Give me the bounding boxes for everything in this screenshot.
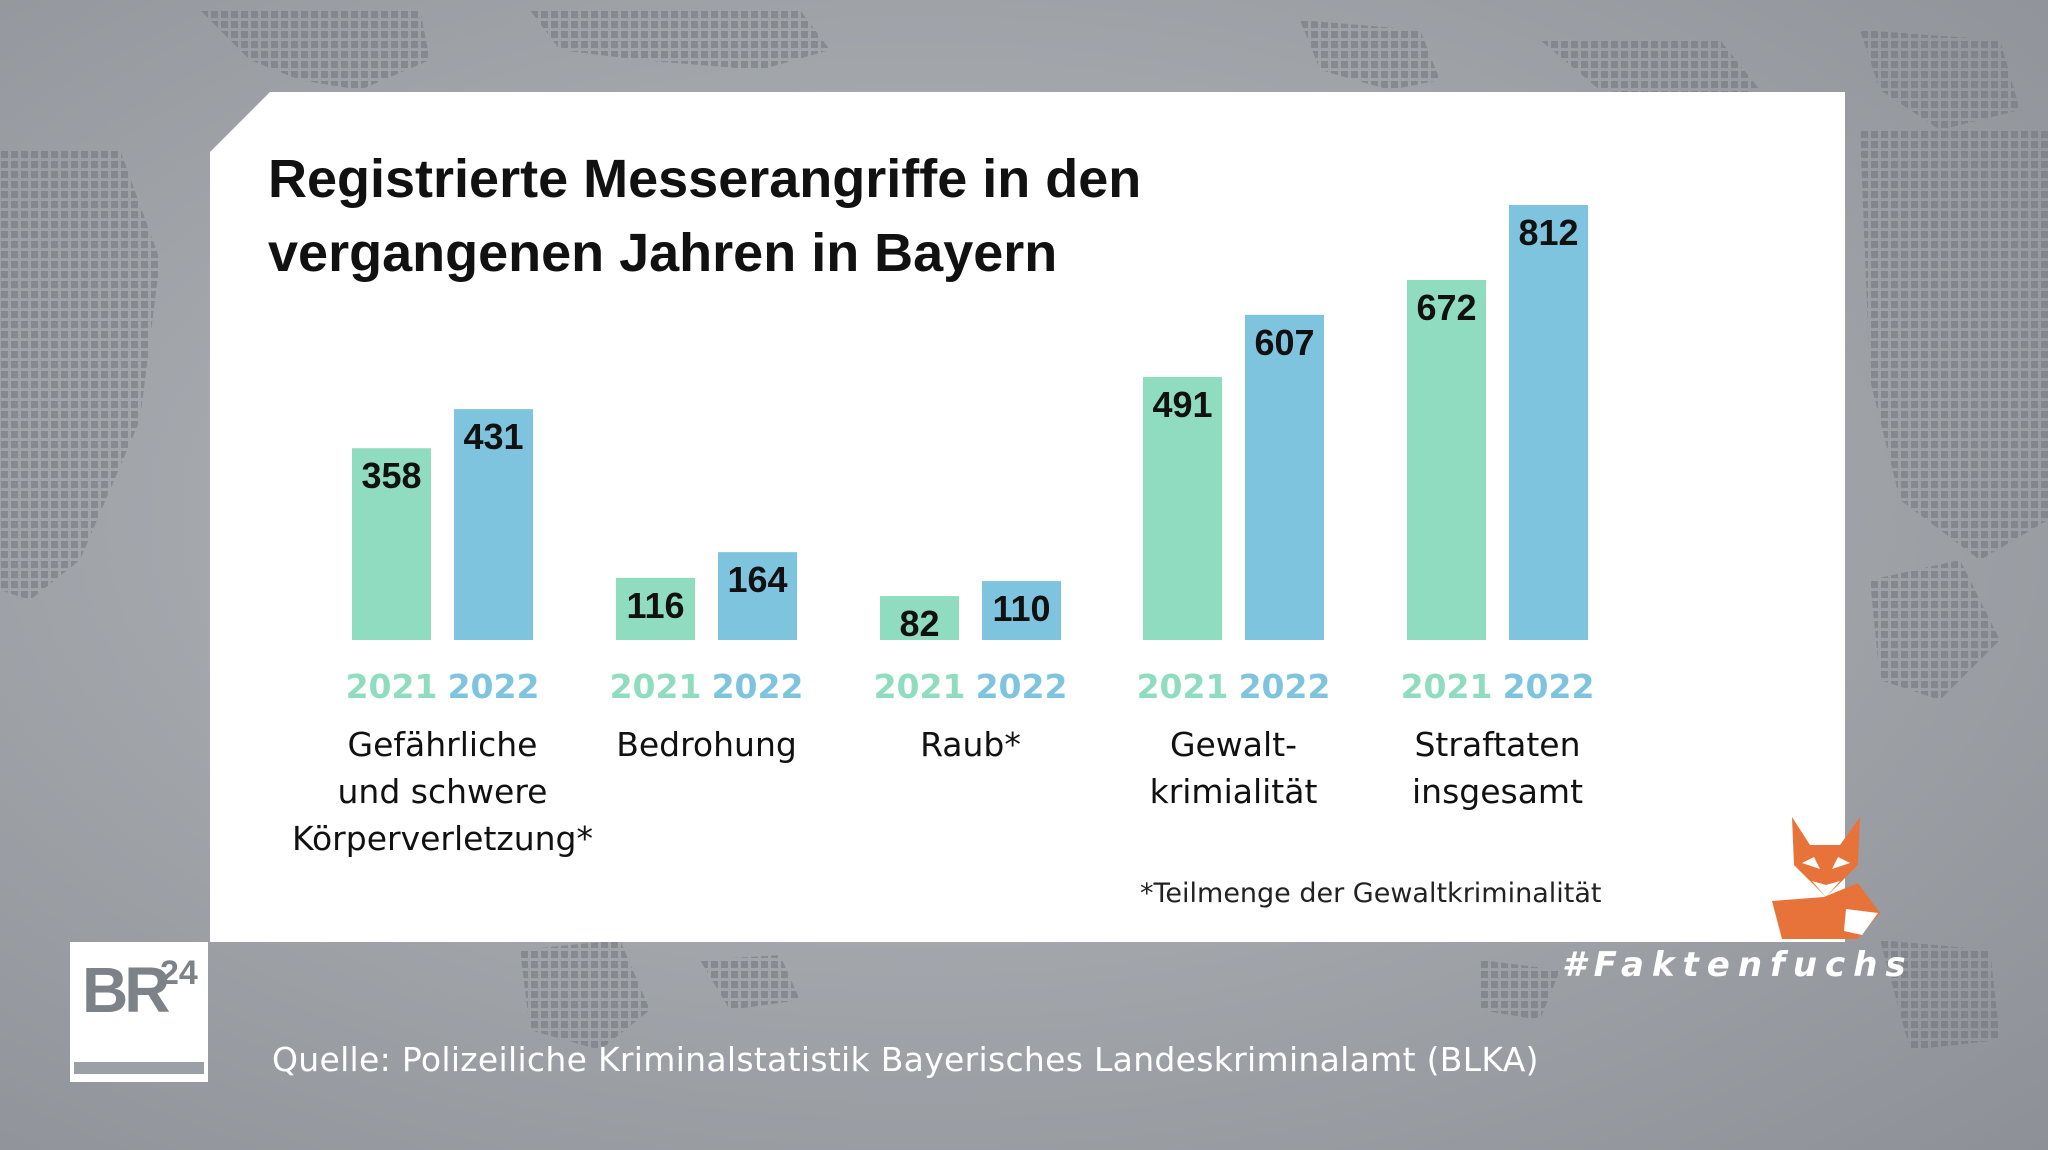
data-label-2021-1: 116 <box>626 585 684 626</box>
category-label-4-line-0: Straftaten <box>1414 725 1580 764</box>
category-label-1-line-0: Bedrohung <box>616 725 797 764</box>
category-label-2-line-0: Raub* <box>920 725 1021 764</box>
year-label-2022-0: 2022 <box>448 667 540 706</box>
chart-footnote: *Teilmenge der Gewaltkriminalität <box>1140 878 1602 909</box>
category-label-3-line-0: Gewalt- <box>1170 725 1297 764</box>
bar-2022-3 <box>1245 314 1324 640</box>
bar-2021-3 <box>1143 376 1222 640</box>
year-label-2021-0: 2021 <box>346 667 438 706</box>
year-label-2021-4: 2021 <box>1401 667 1493 706</box>
data-label-2022-3: 607 <box>1254 322 1314 363</box>
bar-2022-4 <box>1509 205 1588 640</box>
category-label-0-line-1: und schwere <box>338 772 548 811</box>
year-label-2021-1: 2021 <box>610 667 702 706</box>
category-label-0-line-2: Körperverletzung* <box>292 819 593 858</box>
chart-title-line-2: vergangenen Jahren in Bayern <box>268 223 1058 283</box>
data-label-2022-0: 431 <box>463 416 523 457</box>
br24-logo-letters: BR <box>82 954 170 1026</box>
data-label-2021-0: 358 <box>361 455 421 496</box>
year-label-2022-1: 2022 <box>712 667 804 706</box>
chart-title-line-1: Registrierte Messerangriffe in den <box>268 149 1142 209</box>
br24-logo-bar <box>74 1062 204 1074</box>
data-label-2021-2: 82 <box>899 603 939 644</box>
year-label-2022-3: 2022 <box>1239 667 1331 706</box>
bar-2022-2 <box>982 581 1061 640</box>
data-label-2021-4: 672 <box>1416 287 1476 328</box>
year-label-2021-2: 2021 <box>874 667 966 706</box>
year-label-2022-4: 2022 <box>1503 667 1595 706</box>
fox-icon <box>1772 817 1880 939</box>
br24-logo-number: 24 <box>160 954 198 992</box>
year-label-2022-2: 2022 <box>976 667 1068 706</box>
data-label-2021-3: 491 <box>1152 384 1212 425</box>
faktenfuchs-hashtag: #Faktenfuchs <box>1562 945 1914 985</box>
bar-2021-0 <box>352 448 431 640</box>
category-label-3-line-1: krimialität <box>1150 772 1318 811</box>
data-label-2022-1: 164 <box>727 559 787 600</box>
bar-2022-1 <box>718 552 797 640</box>
source-citation: Quelle: Polizeiliche Kriminalstatistik B… <box>272 1040 1539 1079</box>
data-label-2022-2: 110 <box>992 588 1050 629</box>
bar-2021-4 <box>1407 280 1486 640</box>
bar-2021-2 <box>880 596 959 640</box>
category-label-4-line-1: insgesamt <box>1412 772 1583 811</box>
br24-logo: BR 24 <box>70 942 208 1082</box>
year-label-2021-3: 2021 <box>1137 667 1229 706</box>
category-label-0-line-0: Gefährliche <box>348 725 538 764</box>
data-label-2022-4: 812 <box>1518 212 1578 253</box>
bar-2021-1 <box>616 577 695 640</box>
chart-title: Registrierte Messerangriffe in den verga… <box>268 142 1368 290</box>
bar-2022-0 <box>454 409 533 640</box>
